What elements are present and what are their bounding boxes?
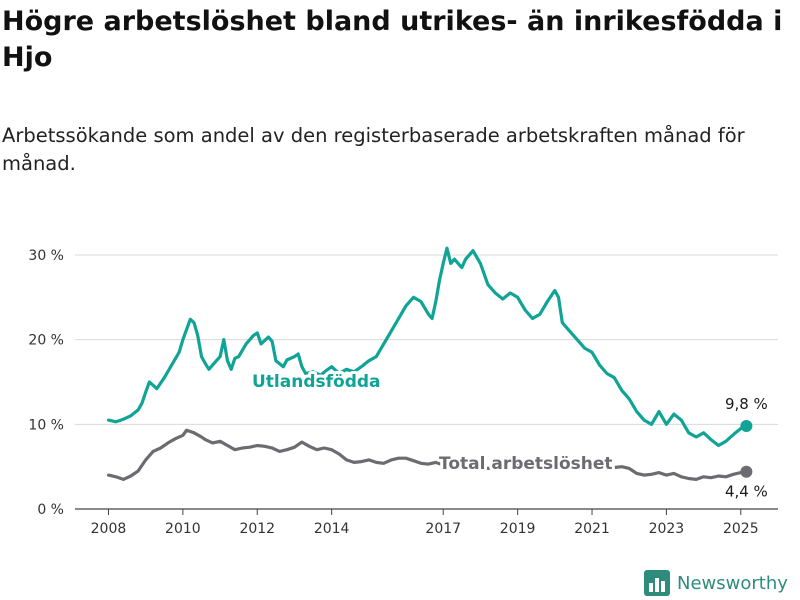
chart-subtitle: Arbetssökande som andel av den registerb… bbox=[2, 124, 745, 175]
y-tick-label: 20 % bbox=[28, 333, 64, 349]
end-value-label-0: 9,8 % bbox=[725, 395, 768, 413]
end-marker-1 bbox=[740, 465, 753, 478]
y-tick-label: 30 % bbox=[28, 248, 64, 264]
y-tick-label: 10 % bbox=[28, 417, 64, 433]
brand-logo: Newsworthy bbox=[644, 568, 788, 598]
x-tick-label: 2008 bbox=[91, 521, 127, 537]
series-label-total: Total arbetslöshet bbox=[439, 454, 613, 474]
series-line-1 bbox=[106, 428, 748, 481]
series-label-utlandsfodda: Utlandsfödda bbox=[252, 372, 381, 392]
x-tick-label: 2023 bbox=[649, 521, 685, 537]
x-tick-label: 2025 bbox=[723, 521, 759, 537]
series-line-0 bbox=[106, 246, 748, 448]
x-tick-label: 2012 bbox=[239, 521, 275, 537]
newsworthy-logo-icon bbox=[644, 570, 670, 596]
y-tick-label: 0 % bbox=[37, 502, 64, 518]
x-tick-label: 2014 bbox=[314, 521, 350, 537]
end-marker-0 bbox=[740, 420, 753, 433]
brand-name: Newsworthy bbox=[677, 572, 788, 594]
x-tick-label: 2019 bbox=[500, 521, 536, 537]
x-tick-label: 2017 bbox=[425, 521, 461, 537]
x-tick-label: 2010 bbox=[165, 521, 201, 537]
x-tick-label: 2021 bbox=[574, 521, 610, 537]
end-value-label-1: 4,4 % bbox=[725, 483, 768, 501]
chart-title: Högre arbetslöshet bland utrikes- än inr… bbox=[2, 6, 783, 73]
